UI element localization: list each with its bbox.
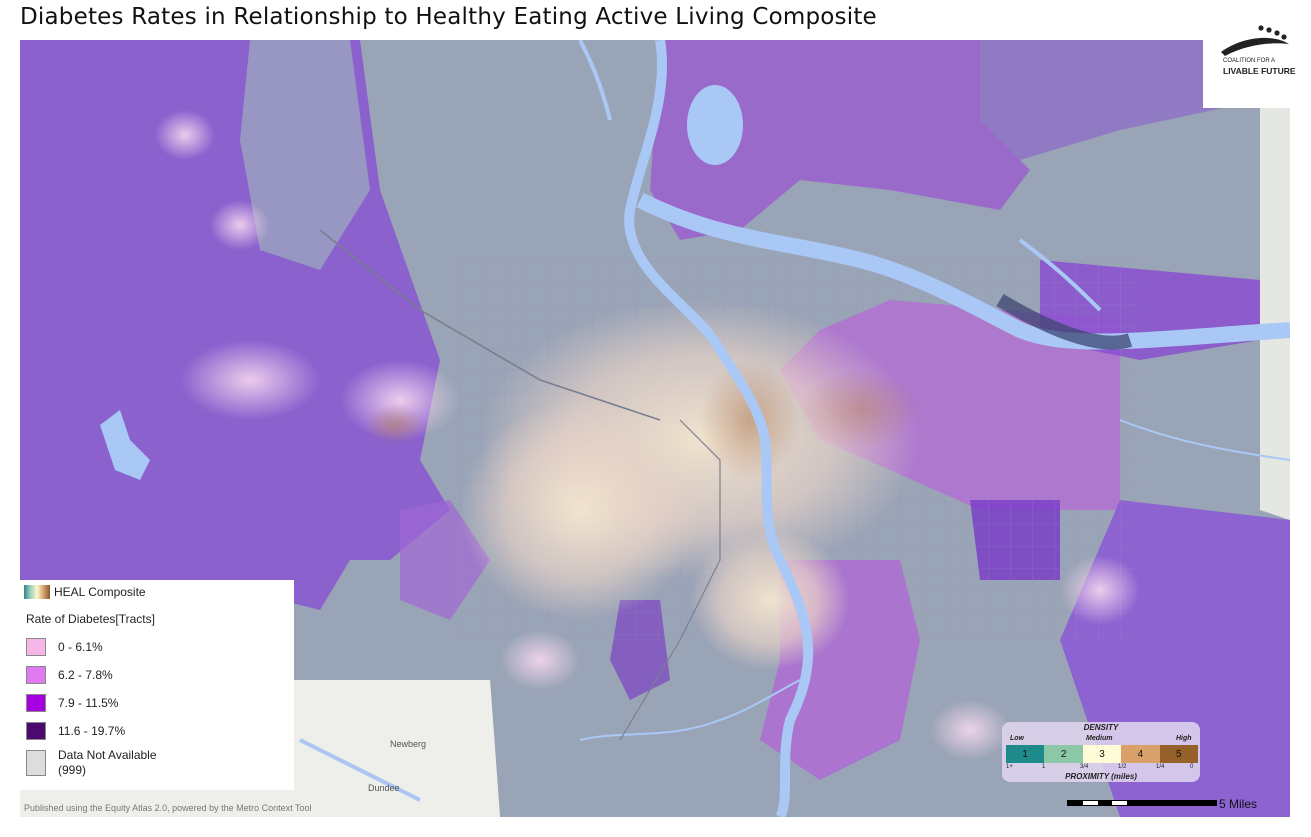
- legend-label: 6.2 - 7.8%: [58, 667, 113, 682]
- legend-item-4: Data Not Available (999): [26, 748, 157, 778]
- density-cell-4: 4: [1121, 745, 1160, 763]
- heal-southwest: [460, 400, 700, 620]
- legend-item-1: 6.2 - 7.8%: [26, 666, 113, 684]
- map-canvas[interactable]: [20, 40, 1290, 817]
- scale-bar: [1067, 800, 1217, 806]
- rate-legend-title: Rate of Diabetes[Tracts]: [26, 612, 155, 626]
- proximity-tick: 1+: [1006, 764, 1013, 770]
- map-graphic: [20, 40, 1290, 817]
- legend-label: 0 - 6.1%: [58, 639, 103, 654]
- heal-gradient-swatch: [24, 585, 50, 599]
- legend-swatch: [26, 750, 46, 776]
- density-low-label: Low: [1010, 735, 1024, 742]
- logo: COALITION FOR A LIVABLE FUTURE: [1203, 0, 1311, 108]
- density-cell-2: 2: [1044, 745, 1083, 763]
- place-label-dundee: Dundee: [368, 783, 400, 793]
- heal-legend-row: HEAL Composite: [24, 584, 146, 600]
- density-bar: 1 2 3 4 5: [1006, 745, 1199, 763]
- west-gray-block: [240, 40, 370, 270]
- proximity-tick: 1: [1042, 764, 1046, 770]
- heal-legend-label: HEAL Composite: [54, 585, 146, 599]
- legend-item-2: 7.9 - 11.5%: [26, 694, 118, 712]
- heal-inner-east: [800, 370, 920, 450]
- proximity-label: PROXIMITY (miles): [1065, 772, 1137, 781]
- heal-downtown: [700, 360, 800, 480]
- legend-label: 7.9 - 11.5%: [58, 695, 119, 710]
- density-cell-5: 5: [1159, 745, 1199, 763]
- heal-north-town: [155, 110, 215, 160]
- place-label-newberg: Newberg: [390, 739, 427, 749]
- proximity-ticks: 1+ 1 3/4 1/2 1/4 0: [1006, 764, 1198, 772]
- legend-item-3: 11.6 - 19.7%: [26, 722, 125, 740]
- east-channel: [1018, 238, 1102, 312]
- density-cell-3: 3: [1082, 745, 1122, 763]
- willamette-river: [624, 40, 814, 817]
- logo-mark-icon: [1221, 25, 1289, 56]
- proximity-tick: 1/4: [1156, 764, 1165, 770]
- sauvie-lake: [687, 85, 743, 165]
- density-legend: DENSITY Low Medium High 1 2 3 4 5 1+ 1 3…: [1002, 722, 1200, 782]
- heal-beaverton-core: [365, 405, 425, 445]
- legend-swatch: [26, 722, 46, 740]
- logo-line-big: LIVABLE FUTURE: [1223, 66, 1296, 76]
- legend-swatch: [26, 666, 46, 684]
- highway-26: [319, 229, 661, 421]
- legend-item-0: 0 - 6.1%: [26, 638, 103, 656]
- published-credit: Published using the Equity Atlas 2.0, po…: [24, 803, 312, 813]
- legend-swatch: [26, 638, 46, 656]
- proximity-tick: 3/4: [1080, 764, 1089, 770]
- logo-text: COALITION FOR A LIVABLE FUTURE: [1223, 56, 1303, 76]
- sandy-river: [1119, 419, 1290, 461]
- logo-line-small: COALITION FOR A: [1223, 58, 1276, 64]
- proximity-tick: 0: [1190, 764, 1194, 770]
- legend-panel: HEAL Composite Rate of Diabetes[Tracts] …: [20, 580, 294, 790]
- heal-hillsboro: [180, 340, 320, 420]
- northeast-purple-region: [980, 40, 1260, 160]
- legend-label: Data Not Available (999): [58, 748, 157, 777]
- hagg-lake: [100, 410, 150, 480]
- density-cell-1: 1: [1006, 745, 1045, 763]
- map-title: Diabetes Rates in Relationship to Health…: [20, 4, 877, 30]
- heal-northwest-town: [210, 200, 270, 250]
- tualatin-river: [579, 679, 801, 741]
- heal-tigard: [500, 630, 580, 690]
- density-medium-label: Medium: [1086, 735, 1113, 742]
- north-channel: [578, 40, 612, 121]
- density-high-label: High: [1176, 735, 1192, 742]
- yamhill-river: [299, 738, 421, 802]
- north-purple-region: [650, 40, 1030, 240]
- legend-swatch: [26, 694, 46, 712]
- legend-label: 11.6 - 19.7%: [58, 723, 126, 738]
- proximity-tick: 1/2: [1118, 764, 1127, 770]
- highway-5: [619, 419, 721, 741]
- heal-gresham: [1060, 555, 1140, 625]
- density-title: DENSITY: [1083, 723, 1119, 732]
- heal-southeast-town: [930, 700, 1010, 760]
- scale-label: 5 Miles: [1219, 797, 1258, 811]
- columbia-island: [996, 293, 1133, 350]
- heal-south: [690, 530, 850, 670]
